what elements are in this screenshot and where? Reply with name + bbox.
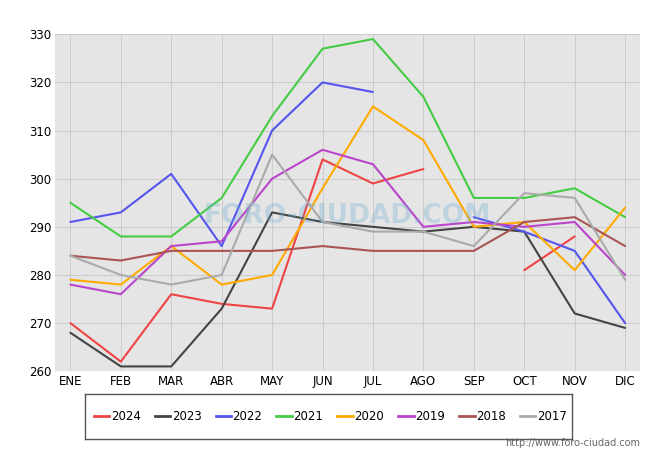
Text: http://www.foro-ciudad.com: http://www.foro-ciudad.com — [505, 438, 640, 448]
Text: 2021: 2021 — [294, 410, 324, 423]
Text: 2019: 2019 — [415, 410, 445, 423]
Text: 2018: 2018 — [476, 410, 506, 423]
Text: 2020: 2020 — [354, 410, 384, 423]
Text: 2023: 2023 — [172, 410, 202, 423]
Text: 2024: 2024 — [111, 410, 140, 423]
Text: 2017: 2017 — [538, 410, 567, 423]
Text: Afiliados en Casar de Palomero a 30/11/2024: Afiliados en Casar de Palomero a 30/11/2… — [138, 7, 512, 25]
Text: FORO-CIUDAD.COM: FORO-CIUDAD.COM — [204, 203, 491, 229]
Text: 2022: 2022 — [233, 410, 263, 423]
